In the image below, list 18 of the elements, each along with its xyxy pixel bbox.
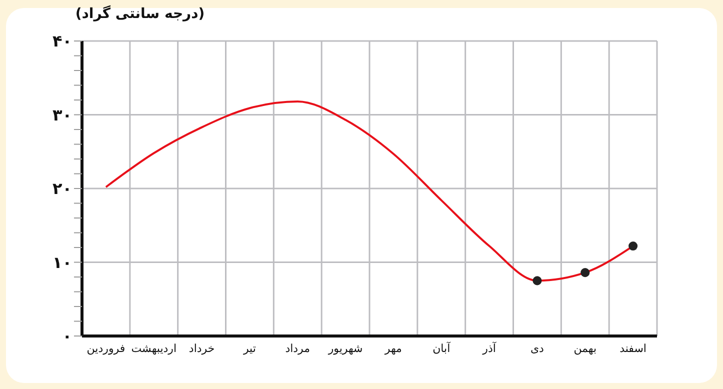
y-tick-label: ۰ <box>62 326 72 346</box>
y-tick-label: ۴۰ <box>52 32 72 51</box>
x-tick-label: آذر <box>482 340 497 355</box>
x-tick-label: آبان <box>432 340 452 355</box>
y-tick-label: ۳۰ <box>52 105 72 124</box>
y-axis-title: (درجه سانتی گراد) <box>74 6 206 22</box>
x-tick-label: خرداد <box>188 342 215 355</box>
x-tick-label: شهریور <box>327 342 363 355</box>
x-tick-label: تیر <box>242 342 256 355</box>
x-tick-label: فروردین <box>86 342 126 355</box>
x-tick-label: بهمن <box>574 342 597 355</box>
x-tick-label: اردیبهشت <box>131 342 177 355</box>
x-tick-label: مرداد <box>285 342 310 355</box>
y-tick-label: ۱۰ <box>52 252 72 272</box>
x-tick-label: اسفند <box>620 342 647 355</box>
y-tick-label: ۲۰ <box>52 179 72 198</box>
x-tick-label: مهر <box>384 342 402 355</box>
x-tick-label: دی <box>530 342 544 355</box>
